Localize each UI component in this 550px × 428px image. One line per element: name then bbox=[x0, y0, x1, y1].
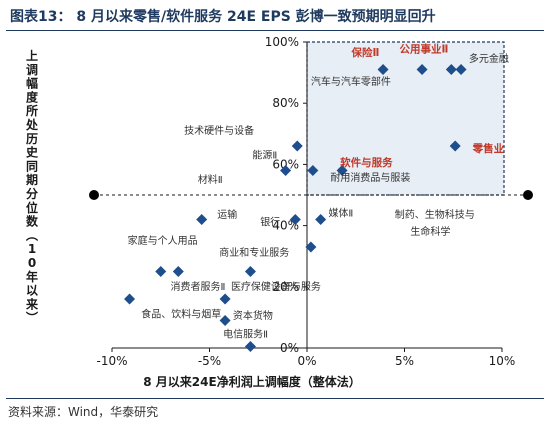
data-point-label: 银行 bbox=[260, 216, 280, 229]
data-point-diamond bbox=[219, 314, 231, 326]
reference-line-left-dot bbox=[89, 190, 99, 200]
data-point-diamond bbox=[336, 165, 348, 177]
data-point-label: 家庭与个人用品 bbox=[128, 234, 198, 247]
data-point-diamond bbox=[244, 340, 256, 352]
data-point-label: 材料Ⅱ bbox=[198, 173, 223, 186]
data-point-label: 食品、饮料与烟草 bbox=[141, 307, 221, 320]
data-point-label: 商业和专业服务 bbox=[219, 246, 289, 259]
x-tick-label: 5% bbox=[395, 354, 414, 368]
scatter-svg: -10% -5% 0% 5% 10% 0% 20% 40% 60% 80% 100% 保险Ⅱ 公用事业… bbox=[25, 35, 533, 389]
data-point-label: 保险Ⅱ bbox=[351, 46, 380, 59]
data-point-label: 资本货物 bbox=[233, 309, 273, 322]
data-point-label: 汽车与汽车零部件 bbox=[311, 75, 391, 88]
y-tick-label: 100% bbox=[265, 35, 299, 49]
scatter-chart: -10% -5% 0% 5% 10% 0% 20% 40% 60% 80% 100% 保险Ⅱ 公用事业… bbox=[0, 30, 550, 400]
x-axis-title: 8 月以来24E净利润上调幅度（整体法） bbox=[143, 374, 360, 389]
data-point-label: 耐用消费品与服装 bbox=[330, 171, 410, 184]
data-point-diamond bbox=[196, 213, 208, 225]
source-divider bbox=[6, 398, 544, 399]
data-point-diamond bbox=[416, 64, 428, 76]
data-point-diamond bbox=[449, 140, 461, 152]
data-point-diamond bbox=[307, 165, 319, 177]
reference-line-right-dot bbox=[523, 190, 533, 200]
y-tick-label: 80% bbox=[272, 96, 299, 110]
y-axis-title: 上调幅度所处历史同期分位数︵ 1 0 年以来︶ bbox=[25, 48, 39, 325]
data-point-label: 制药、生物科技与 bbox=[395, 208, 475, 221]
data-point-diamond bbox=[455, 64, 467, 76]
data-point-diamond bbox=[280, 165, 292, 177]
y-tick-label: 60% bbox=[272, 157, 299, 171]
data-point-label: 软件与服务 bbox=[340, 156, 393, 169]
data-point-diamond bbox=[172, 266, 184, 277]
data-point-label: 生命科学 bbox=[410, 225, 450, 238]
data-point-label: 医疗保健设备与服务 bbox=[231, 280, 321, 293]
data-point-label: 电信服务Ⅱ bbox=[223, 327, 268, 340]
data-point-label: 公用事业Ⅱ bbox=[400, 43, 449, 56]
y-tick-label: 40% bbox=[272, 219, 299, 233]
data-point-diamond bbox=[445, 64, 457, 76]
chart-title: 图表13： 8 月以来零售/软件服务 24E EPS 彭博一致预期明显回升 bbox=[10, 9, 436, 25]
data-point-label: 零售业 bbox=[472, 142, 505, 155]
data-point-diamond bbox=[289, 213, 301, 225]
x-tick-label: 10% bbox=[489, 354, 516, 368]
data-point-label: 媒体Ⅱ bbox=[328, 207, 353, 219]
x-tick-label: 0% bbox=[297, 354, 316, 368]
data-point-diamond bbox=[315, 213, 327, 225]
data-point-diamond bbox=[219, 293, 231, 305]
data-point-diamond bbox=[155, 266, 167, 277]
x-tick-label: -5% bbox=[198, 354, 221, 368]
title-bar: 图表13： 8 月以来零售/软件服务 24E EPS 彭博一致预期明显回升 bbox=[6, 4, 544, 31]
data-point-label: 消费者服务Ⅱ bbox=[171, 280, 226, 293]
data-point-label: 多元金融 bbox=[469, 52, 509, 65]
data-point-label: 运输 bbox=[217, 208, 237, 221]
data-point-diamond bbox=[305, 241, 317, 253]
data-point-diamond bbox=[124, 293, 136, 305]
data-point-diamond bbox=[291, 140, 303, 152]
x-tick-label: -10% bbox=[96, 354, 127, 368]
source-note: 资料来源：Wind，华泰研究 bbox=[8, 405, 159, 419]
data-point-label: 能源Ⅱ bbox=[252, 148, 277, 161]
data-point-label: 技术硬件与设备 bbox=[184, 124, 254, 137]
y-tick-label: 20% bbox=[272, 280, 299, 294]
data-point-diamond bbox=[244, 266, 256, 277]
highlight-quadrant-box bbox=[306, 41, 505, 196]
y-tick-label: 0% bbox=[280, 341, 299, 355]
data-point-diamond bbox=[377, 64, 389, 76]
